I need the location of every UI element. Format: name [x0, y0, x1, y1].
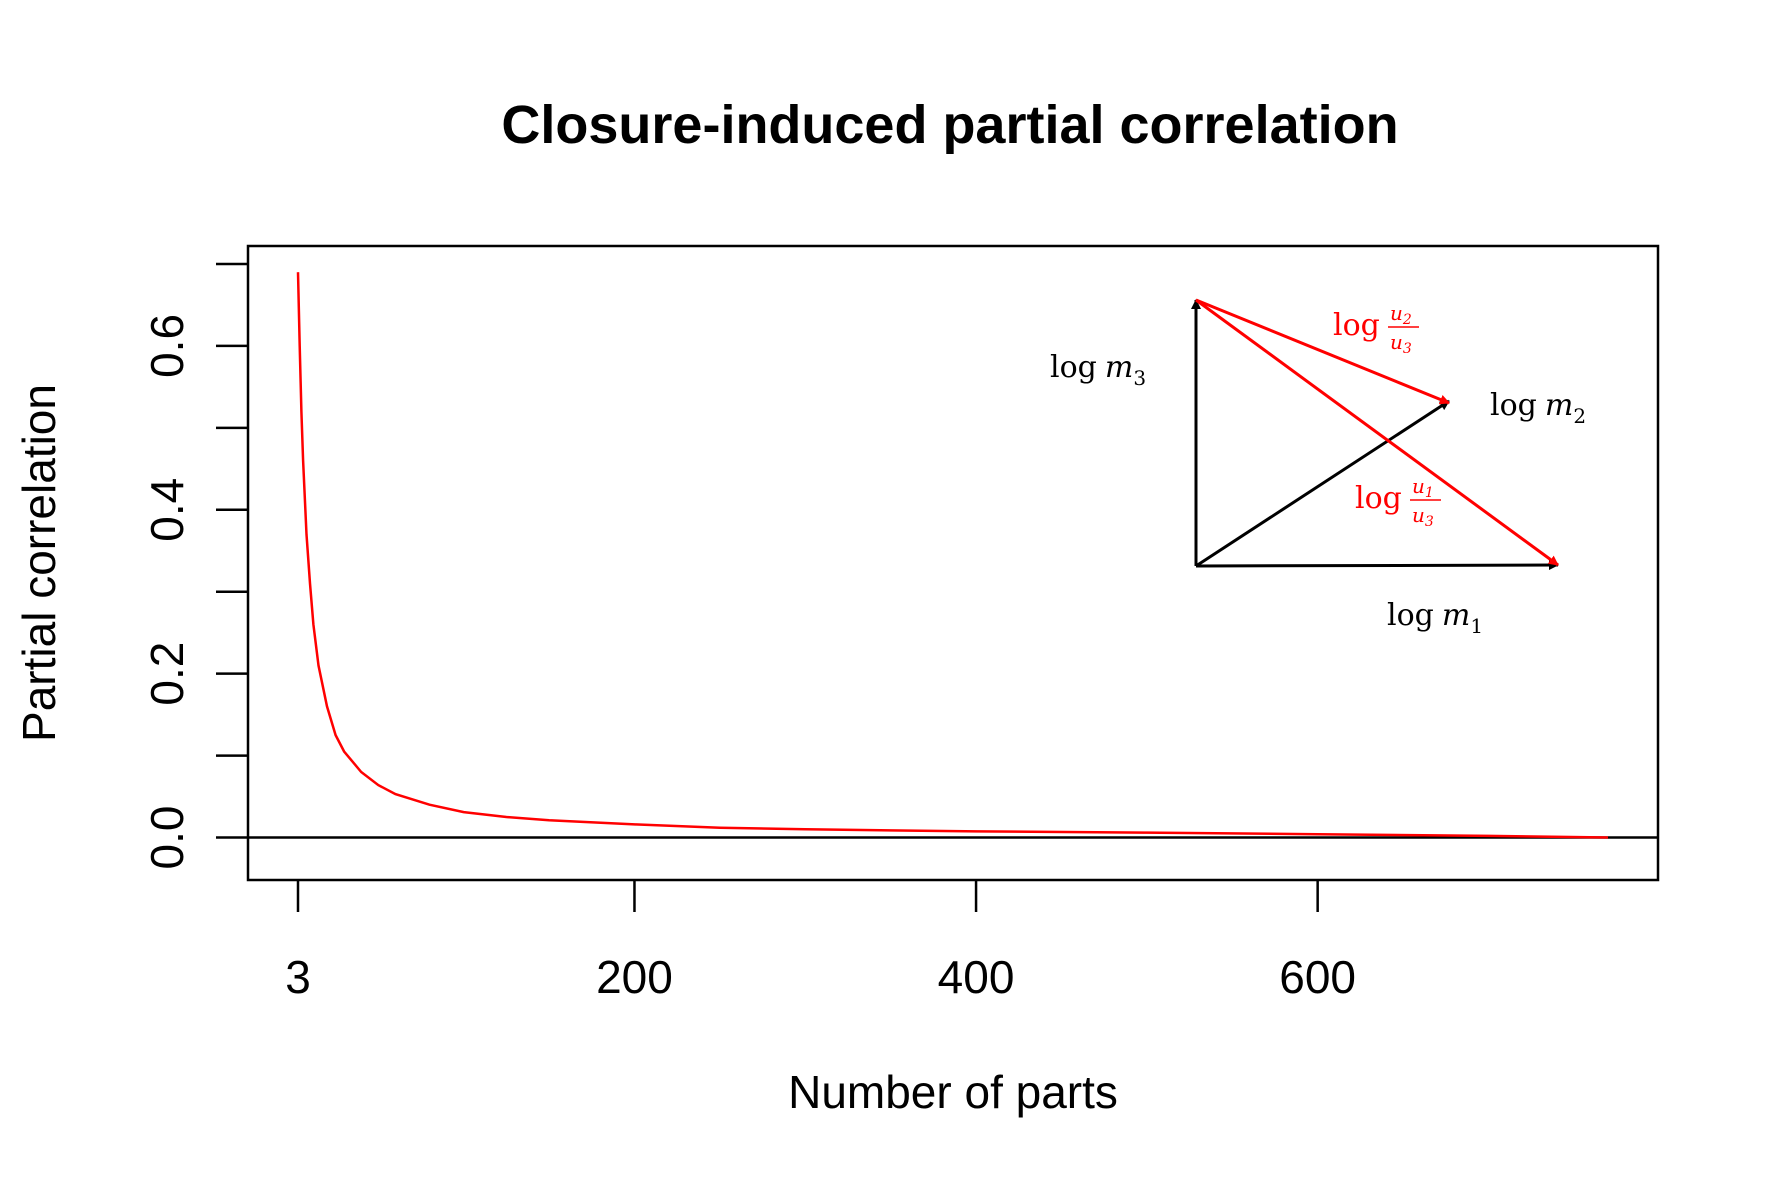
svg-text:log: log — [1355, 481, 1402, 516]
svg-text:u3: u3 — [1390, 330, 1412, 357]
y-tick-label: 0.6 — [141, 314, 193, 378]
y-tick-label: 0.2 — [141, 642, 193, 706]
svg-text:u3: u3 — [1412, 503, 1434, 530]
label-log-u1-over-u3: log u1 u3 — [1355, 474, 1441, 530]
svg-text:u2: u2 — [1390, 301, 1412, 328]
plot-frame — [246, 244, 1660, 882]
x-axis: 3 200 400 600 — [285, 880, 1356, 1003]
inset-vector-diagram: log m3 log m2 log m1 log u2 u3 log u1 u3 — [1050, 298, 1586, 638]
label-log-m1: log m1 — [1387, 598, 1483, 638]
series-group — [296, 272, 1609, 839]
x-tick-label: 400 — [938, 951, 1015, 1003]
y-axis-label: Partial correlation — [13, 384, 65, 742]
log-m1-arrow — [1195, 560, 1559, 571]
log-u1-u3-arrow — [1195, 298, 1559, 567]
x-tick-label: 3 — [285, 951, 311, 1003]
label-log-m3: log m3 — [1050, 350, 1146, 390]
series-line — [296, 272, 1609, 839]
svg-text:log: log — [1333, 308, 1380, 343]
log-u2-u3-arrow — [1195, 298, 1450, 405]
chart-title: Closure-induced partial correlation — [501, 95, 1398, 155]
x-tick-label: 600 — [1279, 951, 1356, 1003]
label-log-m2: log m2 — [1490, 388, 1586, 428]
y-axis: 0.0 0.2 0.4 0.6 — [141, 262, 248, 870]
y-tick-label: 0.0 — [141, 806, 193, 870]
log-m2-arrow — [1195, 399, 1450, 568]
x-tick-label: 200 — [596, 951, 673, 1003]
y-tick-label: 0.4 — [141, 478, 193, 542]
svg-text:u1: u1 — [1412, 474, 1434, 501]
x-axis-label: Number of parts — [788, 1066, 1118, 1118]
label-log-u2-over-u3: log u2 u3 — [1333, 301, 1419, 357]
